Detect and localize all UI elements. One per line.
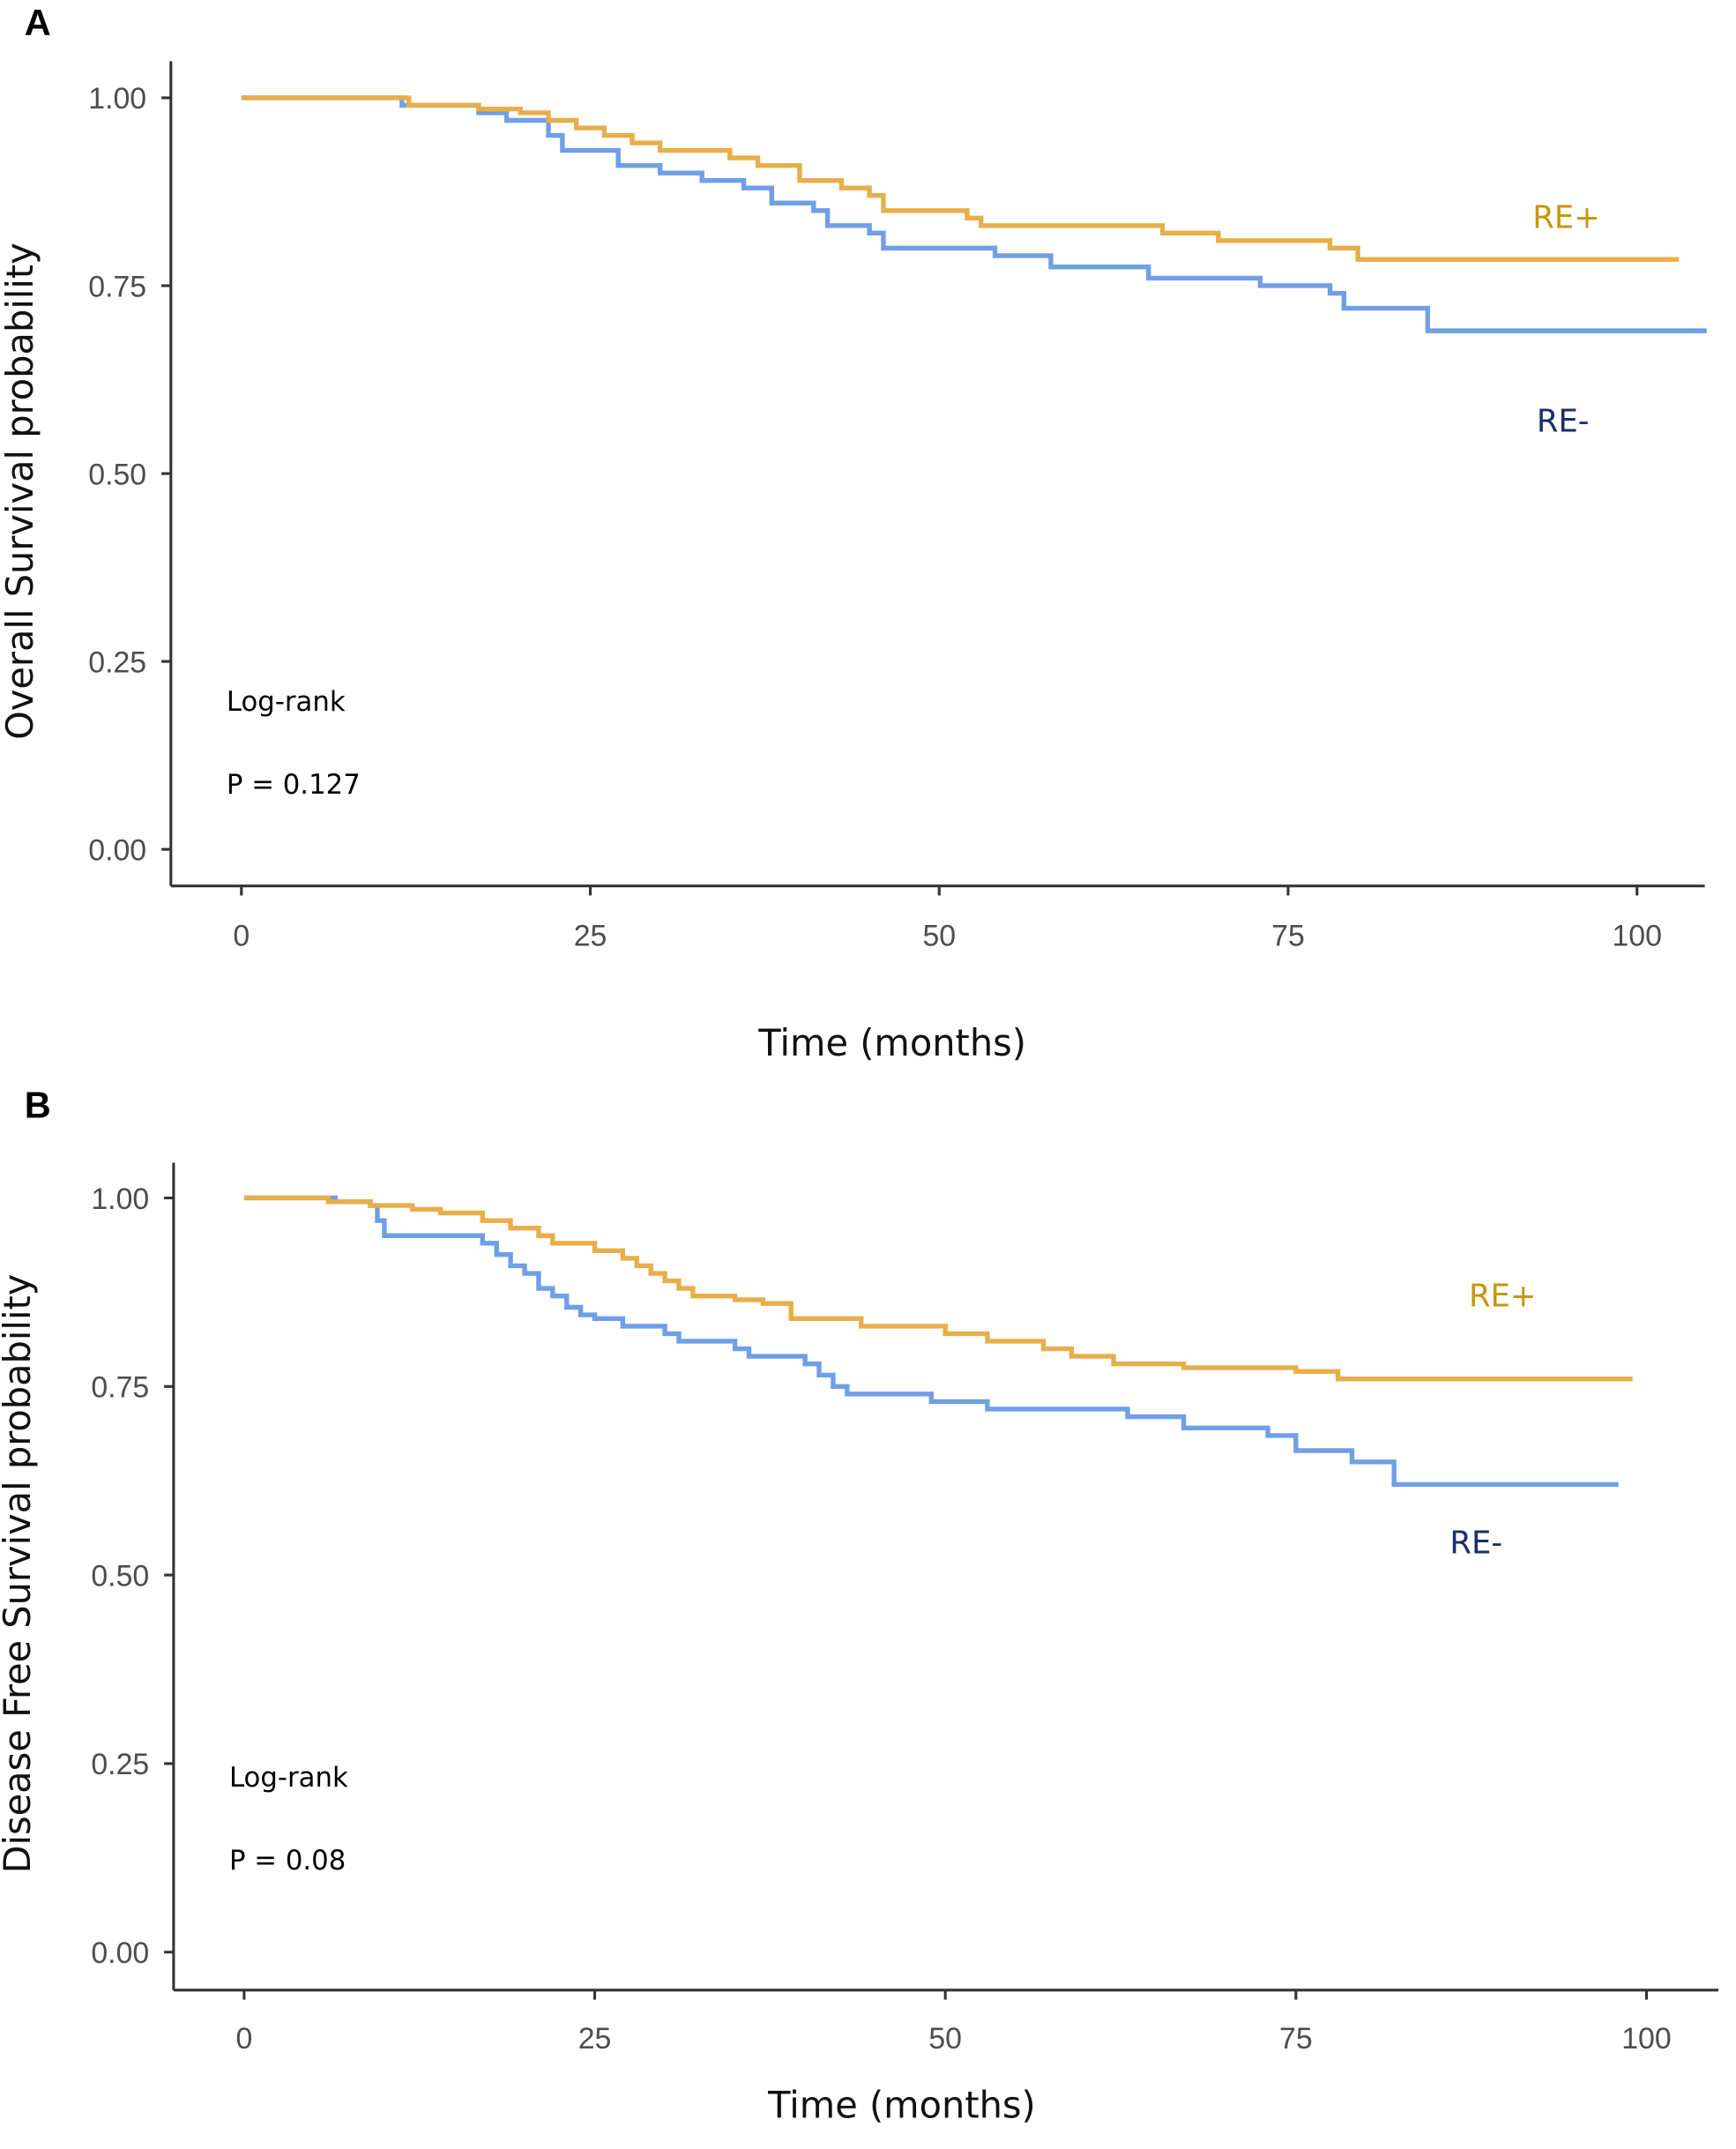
- y-tick-label-a: 1.00: [88, 82, 146, 116]
- legend-re-neg-a: RE-: [1537, 403, 1590, 439]
- x-tick-label-b: 0: [235, 2022, 252, 2056]
- x-axis-title-b: Time (months): [767, 2083, 1036, 2126]
- x-tick-label-a: 0: [233, 919, 250, 952]
- x-tick-label-a: 100: [1612, 919, 1661, 952]
- panel-label-b: B: [25, 1085, 51, 1126]
- y-tick-label-a: 0.50: [88, 458, 146, 491]
- y-tick-label-a: 0.00: [88, 833, 146, 867]
- y-axis-title-b: Disease Free Survival probability: [0, 1274, 39, 1874]
- y-tick-label-b: 1.00: [91, 1183, 149, 1216]
- km-curve-re-neg-a: [241, 95, 1707, 333]
- km-curve-re-neg-b: [243, 1195, 1619, 1488]
- x-axis-title-a: Time (months): [757, 1021, 1026, 1064]
- x-tick-label-a: 50: [922, 919, 956, 952]
- x-tick-label-a: 25: [574, 919, 607, 952]
- legend-re-pos-b: RE+: [1469, 1279, 1537, 1315]
- logrank-label-b: Log-rank: [229, 1762, 348, 1794]
- y-tick-label-b: 0.75: [91, 1371, 149, 1405]
- y-tick-label-b: 0.00: [91, 1936, 149, 1970]
- km-curve-re-pos-b: [243, 1195, 1633, 1382]
- km-curve-re-pos-a: [241, 95, 1680, 262]
- y-tick-label-a: 0.25: [88, 645, 146, 679]
- pvalue-a: P = 0.127: [227, 769, 361, 801]
- y-tick-label-b: 0.25: [91, 1748, 149, 1781]
- x-tick-label-b: 50: [928, 2022, 962, 2056]
- y-tick-label-a: 0.75: [88, 270, 146, 303]
- legend-re-pos-a: RE+: [1532, 200, 1600, 236]
- legend-re-neg-b: RE-: [1449, 1526, 1502, 1562]
- pvalue-b: P = 0.08: [229, 1845, 346, 1877]
- logrank-label-a: Log-rank: [227, 686, 346, 718]
- x-tick-label-a: 75: [1271, 919, 1305, 952]
- y-axis-title-a: Overall Survival probability: [0, 243, 41, 740]
- x-tick-label-b: 100: [1621, 2022, 1671, 2056]
- x-tick-label-b: 75: [1279, 2022, 1313, 2056]
- x-tick-label-b: 25: [578, 2022, 612, 2056]
- y-tick-label-b: 0.50: [91, 1559, 149, 1593]
- panel-label-a: A: [25, 2, 51, 43]
